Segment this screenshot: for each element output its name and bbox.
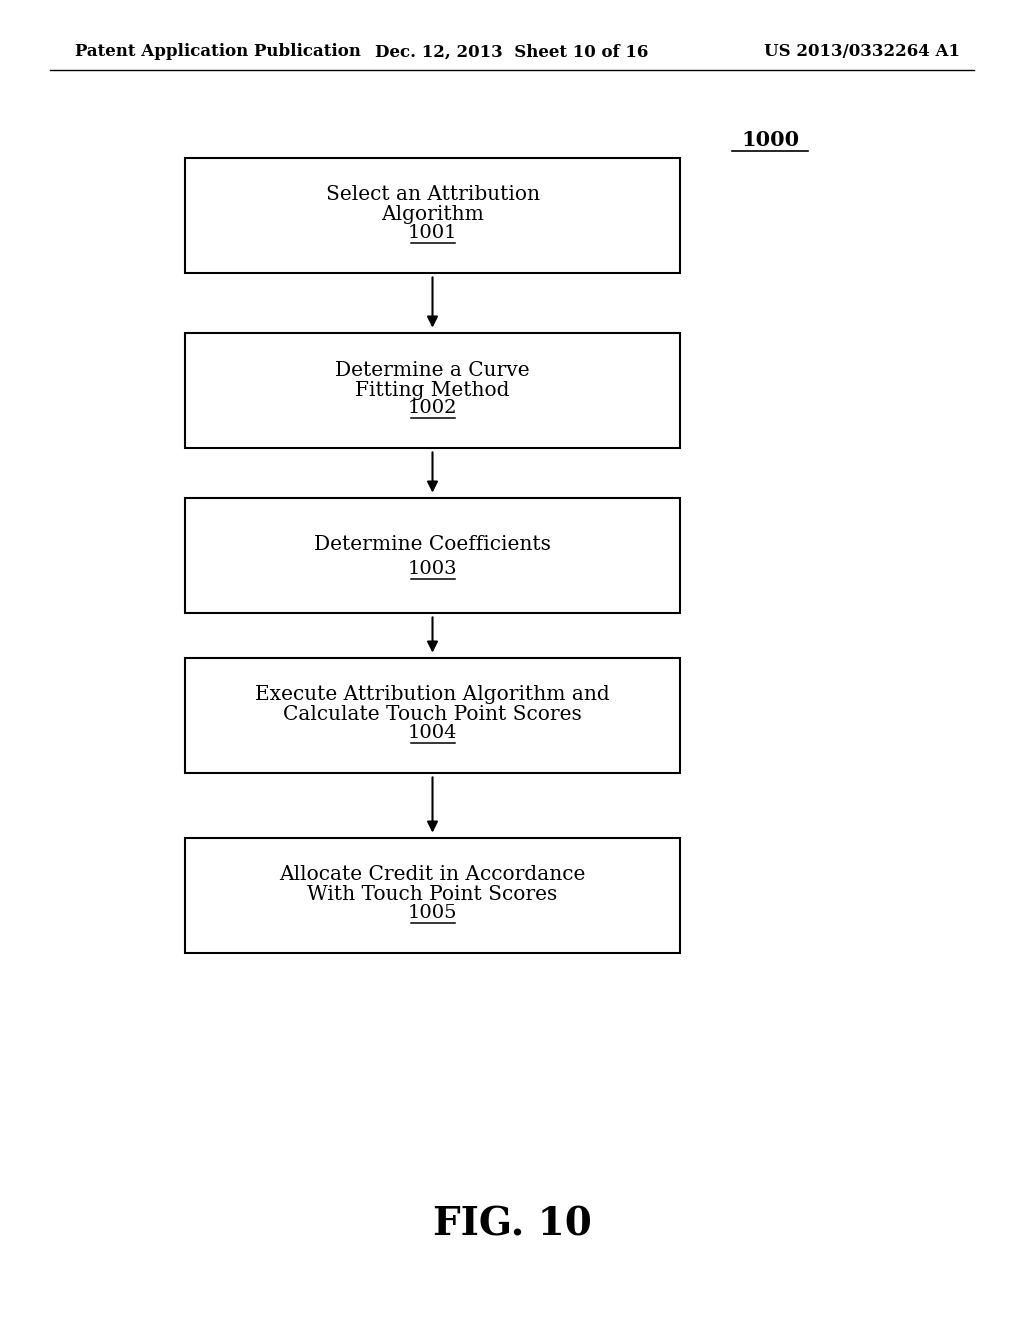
Text: 1005: 1005 — [408, 904, 458, 921]
Text: 1003: 1003 — [408, 560, 458, 578]
Text: Patent Application Publication: Patent Application Publication — [75, 44, 360, 61]
Text: Allocate Credit in Accordance: Allocate Credit in Accordance — [280, 866, 586, 884]
Bar — [185, 333, 680, 447]
Text: 1002: 1002 — [408, 399, 458, 417]
Text: Fitting Method: Fitting Method — [355, 380, 510, 400]
Text: Select an Attribution: Select an Attribution — [326, 186, 540, 205]
Text: FIG. 10: FIG. 10 — [432, 1206, 592, 1243]
Bar — [185, 837, 680, 953]
Text: Determine Coefficients: Determine Coefficients — [314, 536, 551, 554]
Text: With Touch Point Scores: With Touch Point Scores — [307, 886, 558, 904]
Bar — [185, 657, 680, 772]
Text: Calculate Touch Point Scores: Calculate Touch Point Scores — [283, 705, 582, 725]
Text: Determine a Curve: Determine a Curve — [335, 360, 529, 380]
Bar — [185, 498, 680, 612]
Text: US 2013/0332264 A1: US 2013/0332264 A1 — [764, 44, 961, 61]
Text: Execute Attribution Algorithm and: Execute Attribution Algorithm and — [255, 685, 610, 705]
Text: Dec. 12, 2013  Sheet 10 of 16: Dec. 12, 2013 Sheet 10 of 16 — [376, 44, 648, 61]
Text: 1001: 1001 — [408, 224, 458, 242]
Text: Algorithm: Algorithm — [381, 206, 484, 224]
Text: 1004: 1004 — [408, 723, 458, 742]
Bar — [185, 157, 680, 272]
Text: 1000: 1000 — [741, 129, 799, 150]
